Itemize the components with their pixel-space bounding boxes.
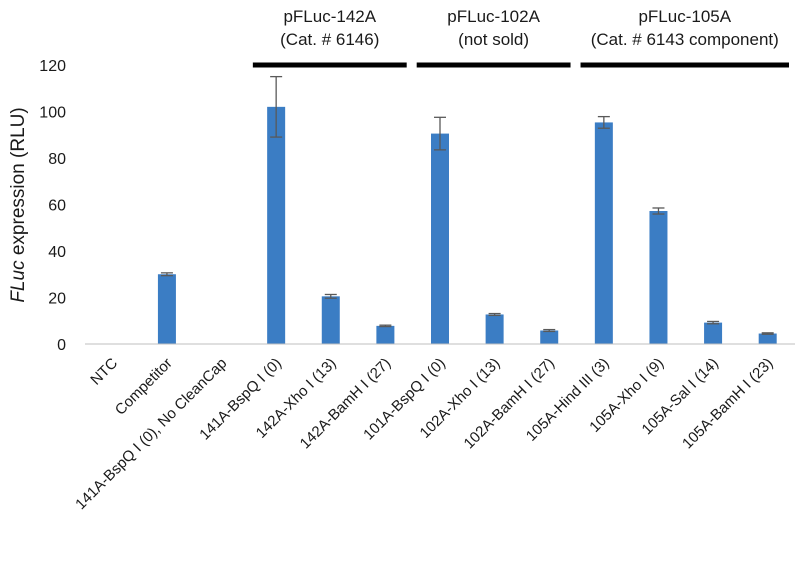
bar: [649, 211, 668, 344]
group-label-note: (Cat. # 6146): [280, 30, 379, 49]
group-label-name: pFLuc-102A: [447, 7, 540, 26]
bar: [485, 314, 504, 344]
y-tick-label: 40: [48, 244, 66, 261]
svg-text:FLuc expression (RLU): FLuc expression (RLU): [8, 107, 29, 302]
y-axis-label-italic: FLuc: [8, 260, 29, 303]
y-axis-label-rest: expression (RLU): [8, 107, 29, 260]
group-label-note: (Cat. # 6143 component): [591, 30, 779, 49]
bar: [376, 325, 395, 344]
y-tick-label: 60: [48, 198, 66, 215]
group-brackets: pFLuc-142A (Cat. # 6146) pFLuc-102A (not so…: [252, 7, 789, 68]
error-bars: [160, 75, 774, 335]
x-category-label: 142A-BamH I (27): [297, 355, 395, 453]
bar: [267, 106, 286, 344]
y-axis-label: FLuc expression (RLU): [8, 107, 29, 302]
bar-series: [157, 106, 777, 345]
group-label-name: pFLuc-142A: [283, 7, 376, 26]
bar: [431, 133, 449, 344]
y-tick-label: 100: [39, 105, 66, 122]
bar: [540, 330, 559, 344]
group-label-name: pFLuc-105A: [638, 7, 731, 26]
y-axis: 0 20 40 60 80 100 120: [39, 58, 66, 354]
x-category-label: 105A-BamH I (23): [679, 355, 777, 453]
bar: [321, 296, 340, 344]
bar: [704, 322, 723, 344]
bar: [594, 122, 613, 345]
bar: [157, 274, 176, 344]
y-tick-label: 20: [48, 291, 66, 308]
y-tick-label: 80: [48, 151, 66, 168]
y-tick-label: 0: [57, 337, 66, 354]
group-label-note: (not sold): [458, 30, 529, 49]
y-tick-label: 120: [39, 58, 66, 75]
x-category-label: NTC: [87, 355, 121, 389]
x-category-label: 102A-BamH I (27): [461, 355, 559, 453]
bar: [758, 333, 777, 344]
